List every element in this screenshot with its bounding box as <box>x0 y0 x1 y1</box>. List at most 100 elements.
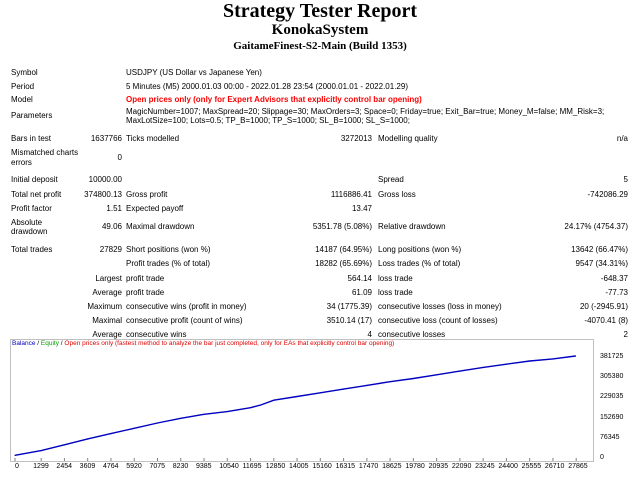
max-cons-losses-label: consecutive losses (loss in money) <box>378 302 502 311</box>
abs-drawdown-value: 49.06 <box>101 222 122 231</box>
gross-loss-label: Gross loss <box>378 190 416 199</box>
loss-trades-value: 9547 (34.31%) <box>575 259 628 268</box>
series-point-0-25 <box>574 355 577 357</box>
period-label: Period <box>11 82 35 91</box>
x-tick-label: 15160 <box>312 463 332 470</box>
series-point-0-8 <box>203 413 205 415</box>
gross-profit-value: 1116886.41 <box>330 190 372 199</box>
rel-drawdown-value: 24.17% (4754.37) <box>564 222 628 231</box>
x-tick-label: 24400 <box>498 463 518 470</box>
legend-equity: Equity <box>40 340 59 347</box>
x-tick-label: 3609 <box>79 463 96 470</box>
series-point-0-5 <box>133 427 135 429</box>
maximal-label: Maximal <box>92 316 122 325</box>
series-point-0-17 <box>389 381 391 383</box>
largest-profit-value: 564.14 <box>347 274 372 283</box>
series-point-0-19 <box>436 374 438 376</box>
series-line-balance <box>14 355 576 456</box>
x-tick-label: 7075 <box>149 463 166 470</box>
largest-profit-label: profit trade <box>126 274 165 283</box>
symbol-value: USDJPY (US Dollar vs Japanese Yen) <box>126 68 262 77</box>
net-profit-label: Total net profit <box>11 190 62 199</box>
max-cons-wins-label: consecutive wins (profit in money) <box>126 302 247 311</box>
quality-label: Modelling quality <box>378 134 438 143</box>
model-value: Open prices only (only for Expert Adviso… <box>126 95 422 104</box>
series-point-0-4 <box>110 433 112 435</box>
x-tick-label: 20935 <box>428 463 449 470</box>
profit-factor-value: 1.51 <box>106 204 122 213</box>
max-drawdown-value: 5351.78 (5.08%) <box>312 222 372 231</box>
series-point-0-7 <box>180 417 182 419</box>
largest-loss-label: loss trade <box>378 274 413 283</box>
y-tick-label: 76345 <box>600 433 620 441</box>
series-point-0-16 <box>366 384 368 386</box>
y-tick-label: 381725 <box>600 352 624 360</box>
symbol-label: Symbol <box>11 68 38 77</box>
series-point-0-15 <box>343 388 345 390</box>
series-point-0-0 <box>14 454 16 456</box>
profit-trades-label: Profit trades (% of total) <box>126 259 211 268</box>
x-tick-label: 18625 <box>382 463 402 470</box>
x-tick-label: 26710 <box>544 463 565 470</box>
series-point-0-18 <box>412 377 414 380</box>
model-label: Model <box>11 95 33 104</box>
series-point-0-2 <box>63 444 65 446</box>
x-tick-label: 10540 <box>219 463 239 470</box>
initial-deposit-label: Initial deposit <box>11 175 58 184</box>
max-cons-losses-value: 20 (-2945.91) <box>579 302 628 311</box>
series-point-0-23 <box>529 360 531 362</box>
maximal-profit-label: consecutive profit (count of wins) <box>126 316 243 325</box>
avg-cons-losses-label: consecutive losses <box>378 330 446 339</box>
y-tick-label: 305380 <box>600 373 624 381</box>
spread-value: 5 <box>623 175 628 184</box>
x-tick-label: 25555 <box>521 463 542 470</box>
expected-payoff-label: Expected payoff <box>126 204 184 213</box>
x-tick-label: 0 <box>15 463 19 470</box>
x-tick-label: 9385 <box>196 463 212 470</box>
series-point-0-3 <box>87 438 89 440</box>
balance-chart <box>14 355 577 461</box>
abs-drawdown-label-1: Absolute <box>11 218 43 227</box>
x-tick-label: 19780 <box>405 463 425 470</box>
rel-drawdown-label: Relative drawdown <box>378 222 446 231</box>
series-point-0-14 <box>319 392 321 394</box>
average-loss-label: loss trade <box>378 288 413 297</box>
max-drawdown-label: Maximal drawdown <box>126 222 195 231</box>
y-tick-label: 0 <box>600 454 604 461</box>
avg-cons-losses-value: 2 <box>623 330 628 339</box>
series-point-0-10 <box>249 407 252 409</box>
quality-value: n/a <box>616 134 628 143</box>
series-point-0-11 <box>260 404 262 406</box>
bars-value: 1637766 <box>90 134 122 143</box>
series-point-0-20 <box>459 370 461 372</box>
maximal-profit-value: 3510.14 (17) <box>326 316 372 325</box>
maximal-loss-value: -4070.41 (8) <box>584 316 628 325</box>
x-tick-label: 8230 <box>172 463 189 470</box>
largest-loss-value: -648.37 <box>600 274 628 283</box>
mismatch-label-1: Mismatched charts <box>11 148 79 157</box>
maximum-label: Maximum <box>87 302 122 311</box>
series-point-0-24 <box>552 358 554 360</box>
bars-label: Bars in test <box>11 134 52 143</box>
gross-profit-label: Gross profit <box>126 190 168 199</box>
long-positions-label: Long positions (won %) <box>378 245 462 254</box>
total-trades-label: Total trades <box>11 245 53 254</box>
x-tick-label: 23245 <box>475 463 495 470</box>
series-point-0-13 <box>296 395 298 398</box>
x-tick-label: 2454 <box>56 463 72 470</box>
y-tick-label: 229035 <box>600 393 624 401</box>
abs-drawdown-label-2: drawdown <box>11 227 48 236</box>
short-positions-value: 14187 (64.95%) <box>315 245 372 254</box>
series-point-0-9 <box>226 411 228 413</box>
spread-label: Spread <box>378 175 404 184</box>
initial-deposit-value: 10000.00 <box>88 175 122 184</box>
avg-cons-wins-value: 4 <box>367 330 372 339</box>
parameters-line-2: MaxLotSize=100; Lots=0.5; TP_B=1000; TP_… <box>126 116 410 125</box>
avg-cons-wins-label: consecutive wins <box>126 330 187 339</box>
x-tick-label: 16315 <box>335 463 356 470</box>
legend-balance: Balance <box>12 340 36 347</box>
balance-chart-frame <box>10 339 594 462</box>
average-profit-label: profit trade <box>126 288 165 297</box>
legend-sep-1: / <box>35 340 41 347</box>
series-point-0-6 <box>156 422 159 424</box>
